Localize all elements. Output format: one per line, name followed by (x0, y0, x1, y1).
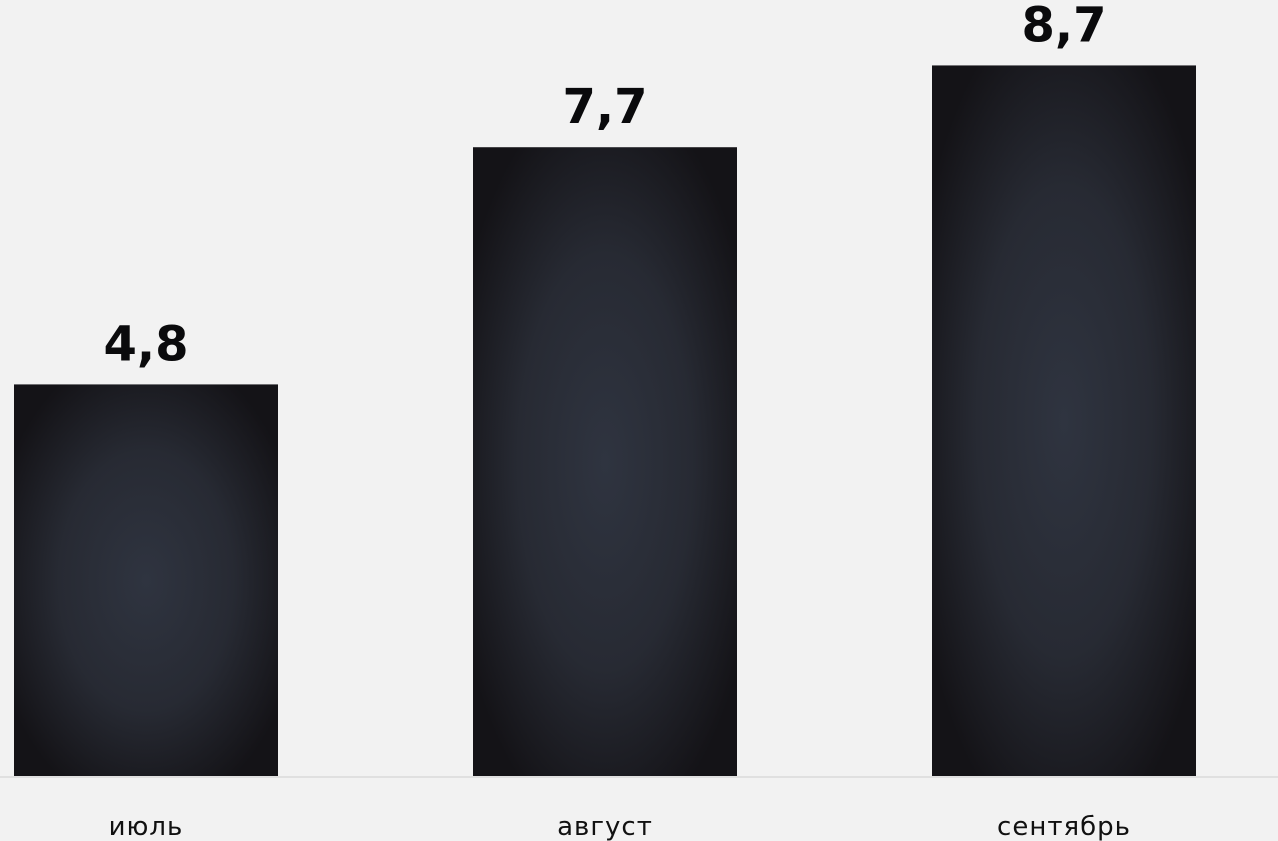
bar-value-label: 4,8 (103, 316, 188, 372)
category-label: сентябрь (997, 812, 1131, 841)
bar-2 (473, 147, 737, 777)
bar-value-label: 8,7 (1021, 0, 1106, 53)
bar-value-label: 7,7 (562, 79, 647, 135)
category-label: август (557, 812, 653, 841)
category-label: июль (109, 812, 184, 841)
bar-1 (14, 384, 278, 777)
bars-group (14, 65, 1196, 777)
labels-group: 4,8 июль 7,7 август 8,7 сентябрь (103, 0, 1131, 841)
bar-3 (932, 65, 1196, 777)
